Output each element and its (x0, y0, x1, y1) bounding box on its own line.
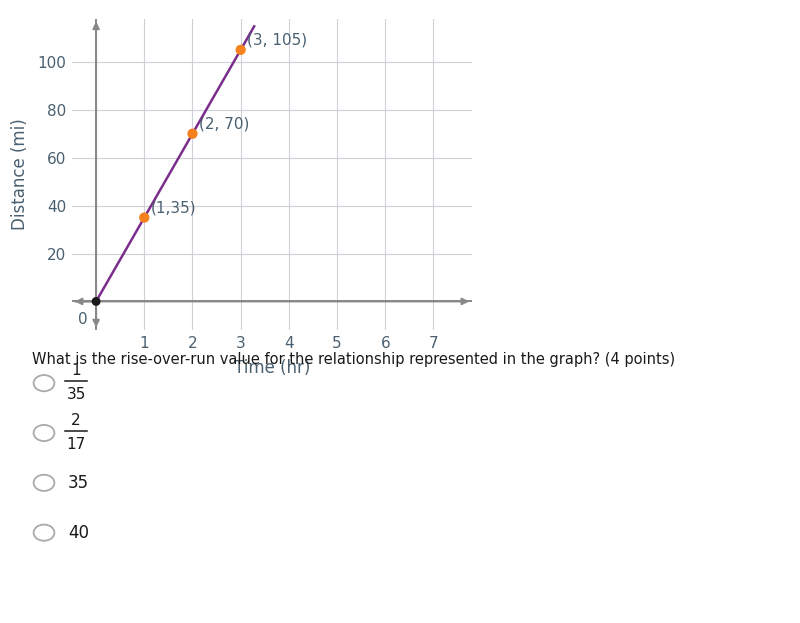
Point (90, 297, 102, 307)
Point (234, 45, 247, 55)
Text: 2: 2 (71, 413, 81, 428)
Text: 1: 1 (71, 363, 81, 378)
Text: 17: 17 (66, 437, 86, 452)
Text: 40: 40 (68, 524, 89, 541)
Text: 35: 35 (66, 387, 86, 402)
Point (186, 129, 199, 139)
Text: 35: 35 (68, 474, 89, 492)
Y-axis label: Distance (mi): Distance (mi) (11, 118, 30, 231)
Text: (3, 105): (3, 105) (247, 32, 307, 47)
Point (138, 212, 150, 222)
Text: (1,35): (1,35) (150, 200, 196, 215)
Text: (2, 70): (2, 70) (198, 117, 249, 131)
X-axis label: Time (hr): Time (hr) (234, 359, 310, 377)
Text: What is the rise-over-run value for the relationship represented in the graph? (: What is the rise-over-run value for the … (32, 352, 675, 367)
Text: 0: 0 (78, 312, 87, 327)
